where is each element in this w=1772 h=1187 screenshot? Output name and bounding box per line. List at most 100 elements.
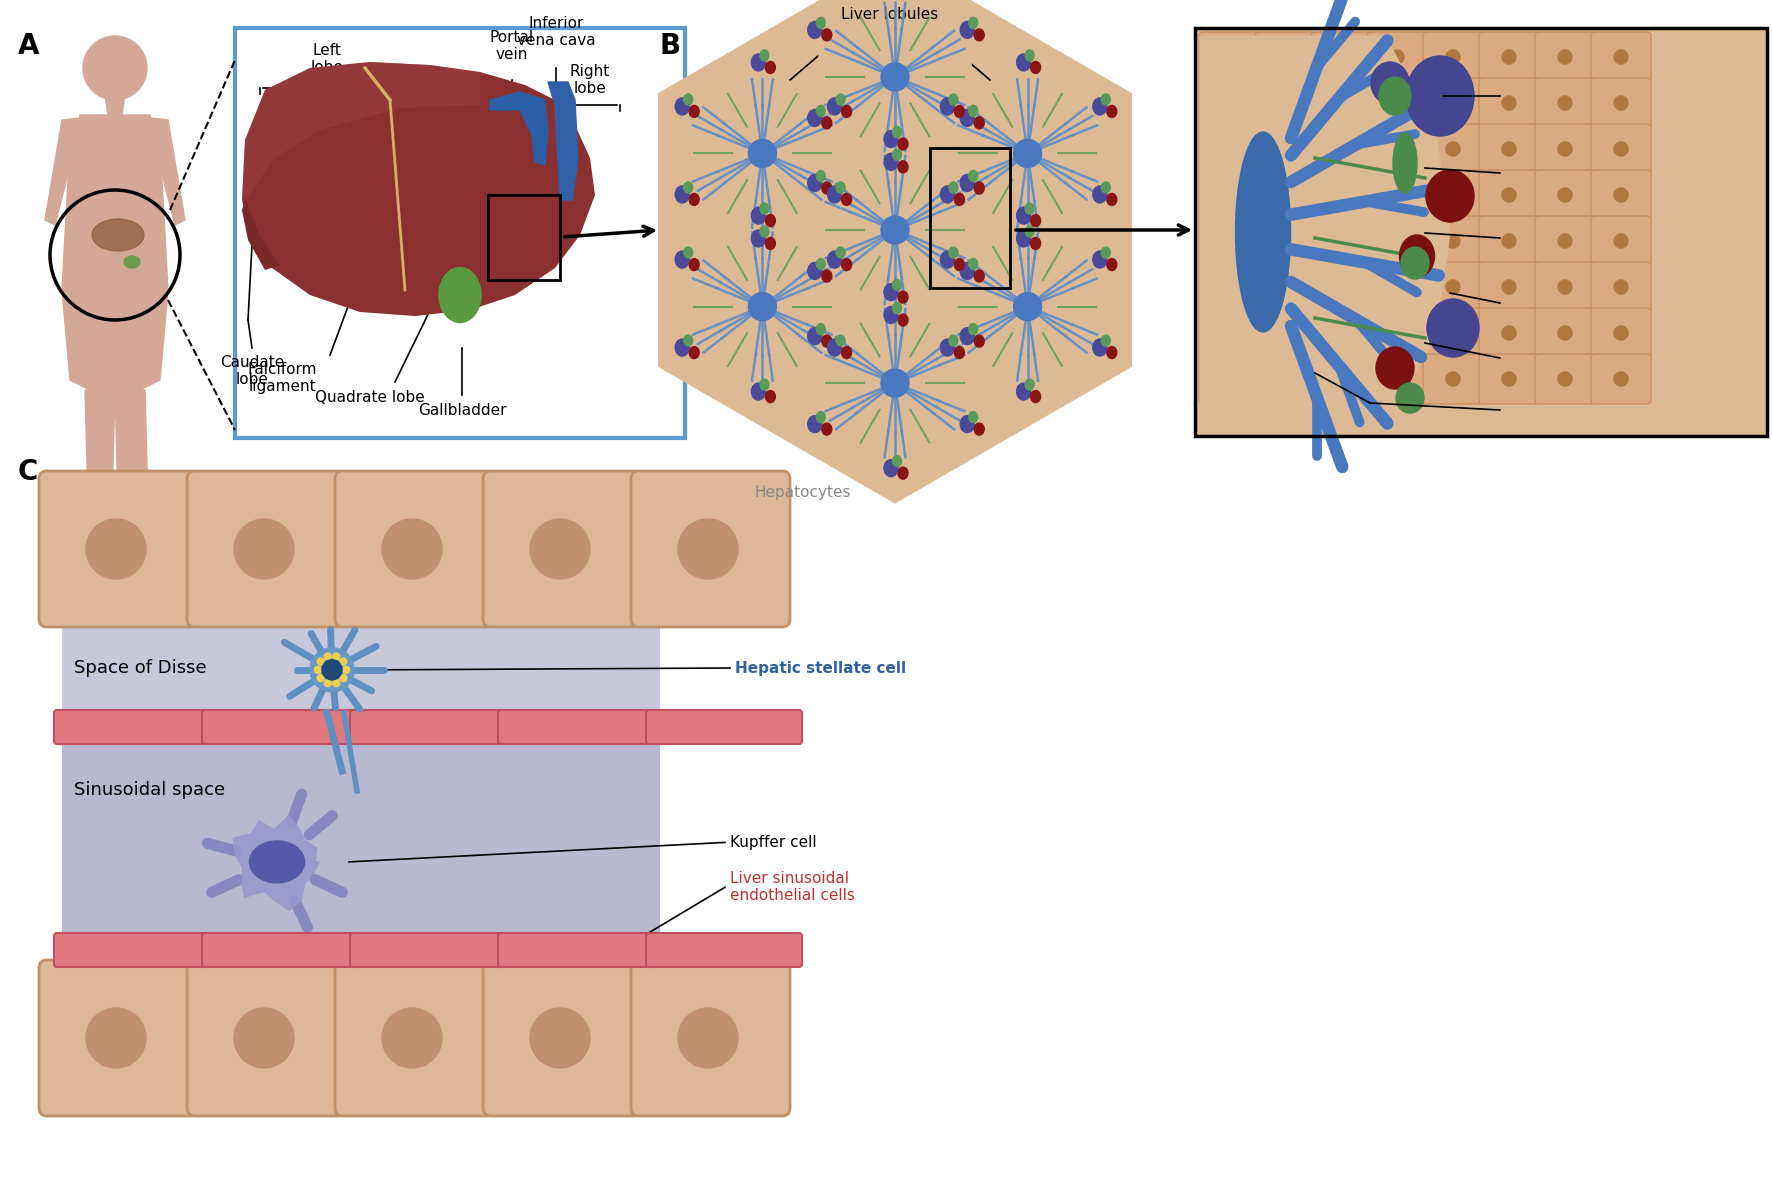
Ellipse shape [439,267,480,323]
Ellipse shape [884,131,898,147]
Ellipse shape [969,412,978,423]
Circle shape [324,653,331,660]
Circle shape [1334,96,1348,110]
Polygon shape [819,142,971,318]
Text: Liver lobules: Liver lobules [842,7,939,23]
Circle shape [1389,142,1403,155]
Text: Portal vein: Portal vein [1504,89,1586,103]
Text: Parenchymal cells
(hepatocytes): Parenchymal cells (hepatocytes) [1504,342,1643,374]
Circle shape [881,369,909,398]
Ellipse shape [955,259,964,271]
Circle shape [333,680,340,686]
FancyBboxPatch shape [202,710,358,744]
Circle shape [1223,326,1237,339]
Polygon shape [105,95,126,115]
FancyBboxPatch shape [1423,78,1483,128]
Circle shape [1014,292,1042,320]
Ellipse shape [808,174,822,191]
FancyBboxPatch shape [1423,216,1483,266]
Ellipse shape [817,106,826,116]
Ellipse shape [1108,259,1116,271]
Text: A: A [18,32,39,61]
Circle shape [1446,50,1460,64]
FancyBboxPatch shape [1311,216,1372,266]
Circle shape [340,658,347,665]
Circle shape [1223,188,1237,202]
Ellipse shape [960,328,975,344]
FancyBboxPatch shape [1311,32,1372,82]
Ellipse shape [751,207,766,224]
FancyBboxPatch shape [1366,170,1426,220]
Circle shape [881,63,909,91]
Ellipse shape [817,259,826,269]
FancyBboxPatch shape [1423,354,1483,404]
Circle shape [1614,96,1628,110]
Ellipse shape [836,94,845,104]
FancyBboxPatch shape [1591,262,1652,312]
Ellipse shape [817,324,826,335]
FancyBboxPatch shape [647,933,803,967]
FancyBboxPatch shape [1480,354,1540,404]
Text: Space of Disse: Space of Disse [74,659,207,677]
Circle shape [1614,142,1628,155]
Ellipse shape [1426,170,1474,222]
Ellipse shape [1017,53,1031,71]
FancyBboxPatch shape [1255,262,1315,312]
Circle shape [1503,142,1517,155]
FancyBboxPatch shape [1366,32,1426,82]
FancyBboxPatch shape [1366,354,1426,404]
Ellipse shape [884,284,898,300]
Bar [62,741,659,937]
Polygon shape [491,93,548,165]
Circle shape [1614,326,1628,339]
Text: C: C [18,458,39,485]
Circle shape [1446,280,1460,294]
FancyBboxPatch shape [1255,354,1315,404]
FancyBboxPatch shape [1366,123,1426,174]
Ellipse shape [817,171,826,182]
FancyBboxPatch shape [1366,262,1426,312]
Bar [62,623,659,713]
Polygon shape [686,218,838,394]
FancyBboxPatch shape [1200,262,1258,312]
Polygon shape [243,62,595,316]
Circle shape [1389,188,1403,202]
Ellipse shape [808,262,822,279]
Ellipse shape [969,18,978,28]
FancyBboxPatch shape [202,933,358,967]
FancyBboxPatch shape [1480,78,1540,128]
FancyBboxPatch shape [335,960,494,1116]
Text: Portal
vein: Portal vein [489,30,533,62]
Ellipse shape [822,28,831,40]
FancyBboxPatch shape [1423,170,1483,220]
Ellipse shape [751,383,766,400]
Bar [930,148,1010,288]
Circle shape [1446,372,1460,386]
Circle shape [1389,50,1403,64]
FancyBboxPatch shape [188,960,346,1116]
Ellipse shape [828,186,842,203]
Ellipse shape [1093,339,1108,356]
Circle shape [1334,234,1348,248]
FancyBboxPatch shape [1591,307,1652,358]
Ellipse shape [1108,106,1116,118]
FancyBboxPatch shape [1200,354,1258,404]
Ellipse shape [1093,99,1108,115]
FancyBboxPatch shape [335,471,494,627]
Ellipse shape [822,182,831,193]
Ellipse shape [836,247,845,258]
Circle shape [1558,280,1572,294]
Circle shape [1558,188,1572,202]
Ellipse shape [1031,391,1040,402]
Ellipse shape [766,391,776,402]
Circle shape [1389,326,1403,339]
Polygon shape [243,199,280,269]
FancyBboxPatch shape [1200,216,1258,266]
FancyBboxPatch shape [1591,32,1652,82]
FancyBboxPatch shape [1311,78,1372,128]
Polygon shape [62,115,168,395]
Ellipse shape [960,262,975,279]
Ellipse shape [1031,62,1040,74]
Ellipse shape [1372,62,1409,104]
Circle shape [1558,326,1572,339]
